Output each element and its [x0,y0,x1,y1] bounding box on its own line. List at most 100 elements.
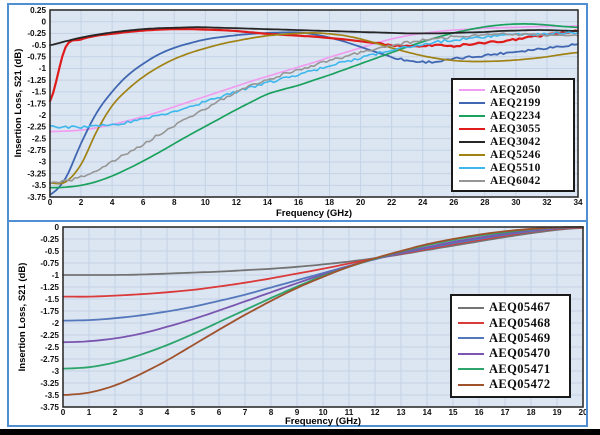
y-tick-label: -1.5 [32,88,47,97]
x-tick-label: 26 [449,198,459,207]
y-tick-label: -3.25 [27,169,46,178]
x-tick-label: 4 [165,408,170,417]
x-tick-label: 9 [295,408,300,417]
x-tick-label: 3 [139,408,144,417]
x-tick-label: 0 [61,408,66,417]
series-line-AEQ05468 [62,226,584,298]
y-tick-label: -0.75 [40,259,59,268]
y-tick-label: 0 [54,223,59,232]
top-chart-panel: 0 2 4 6 8 10 12 14 16 18 20 22 24 26 28 30 32 34 -3.75 -3.5… [9,5,586,222]
series-line-AEQ05472 [62,226,584,396]
plot-frame [62,226,584,408]
legend-entry-AEQ6042: AEQ6042 [457,174,569,187]
legend-entry-AEQ05469: AEQ05469 [456,331,565,346]
y-tick-label: -3.5 [32,181,47,190]
x-tick-label: 15 [448,408,458,417]
legend-entry-AEQ05470: AEQ05470 [456,346,565,361]
legend-swatch-AEQ6042 [459,179,485,182]
x-tick-label: 19 [552,408,562,417]
series-line-AEQ05467 [62,227,584,276]
x-tick-label: 32 [542,198,552,207]
top-chart-legend: AEQ2050 AEQ2199 AEQ2234 AEQ3055 AEQ3042 AEQ52… [451,78,575,192]
series-line-AEQ2199 [49,31,579,196]
legend-entry-AEQ05468: AEQ05468 [456,315,565,330]
x-tick-label: 16 [474,408,484,417]
legend-entry-AEQ3055: AEQ3055 [457,122,569,135]
y-tick-label: -3.75 [27,193,46,202]
x-tick-label: 1 [87,408,92,417]
bottom-chart-panel: 0 1 2 3 4 5 6 7 8 9 10 11 12 13 14 15 16 17 18 19 20 -3.75 -3.… [9,222,586,427]
x-tick-label: 30 [511,198,521,207]
y-tick-label: 0.25 [30,6,46,15]
x-tick-label: 11 [345,408,354,417]
y-tick-label: -3.5 [45,391,60,400]
legend-swatch-AEQ5246 [459,153,485,156]
legend-entry-AEQ2234: AEQ2234 [457,109,569,122]
x-tick-label: 18 [526,408,536,417]
legend-label-AEQ2234: AEQ2234 [490,109,541,122]
y-tick-label: -1.25 [27,76,46,85]
legend-label-AEQ3042: AEQ3042 [490,135,541,148]
legend-entry-AEQ05467: AEQ05467 [456,300,565,315]
series-line-AEQ6042 [49,32,579,185]
legend-label-AEQ05468: AEQ05468 [489,315,551,330]
y-tick-label: -3 [52,367,60,376]
legend-label-AEQ2050: AEQ2050 [490,83,541,96]
legend-label-AEQ3055: AEQ3055 [490,122,541,135]
x-tick-label: 13 [396,408,406,417]
x-tick-label: 22 [387,198,397,207]
y-tick-label: -1 [52,271,60,280]
y-tick-label: -2.5 [45,343,60,352]
x-tick-label: 7 [243,408,248,417]
y-tick-label: -1 [39,64,47,73]
top-y-axis-title: Insertion Loss, S21 (dB) [13,48,24,158]
legend-swatch-AEQ05468 [458,322,484,325]
y-tick-label: -1.75 [40,307,59,316]
legend-label-AEQ05471: AEQ05471 [489,361,551,376]
plot-frame [49,9,579,198]
y-tick-label: -2 [52,319,60,328]
legend-entry-AEQ2199: AEQ2199 [457,96,569,109]
legend-label-AEQ6042: AEQ6042 [490,174,541,187]
x-tick-label: 14 [422,408,432,417]
legend-swatch-AEQ3042 [459,140,485,143]
legend-label-AEQ2199: AEQ2199 [490,96,541,109]
x-tick-label: 17 [500,408,510,417]
y-tick-label: -2.25 [40,331,59,340]
legend-swatch-AEQ05471 [458,368,484,371]
legend-swatch-AEQ05470 [458,352,484,355]
x-tick-label: 2 [113,408,118,417]
series-line-AEQ3055 [48,28,580,103]
x-tick-label: 34 [573,198,583,207]
y-tick-label: -3 [39,158,47,167]
x-tick-label: 12 [370,408,380,417]
y-tick-label: -0.25 [27,29,46,38]
x-tick-label: 8 [172,198,177,207]
y-tick-label: -2.5 [32,134,47,143]
legend-swatch-AEQ3055 [459,127,485,130]
x-tick-label: 10 [201,198,211,207]
legend-swatch-AEQ2234 [459,114,485,117]
y-tick-label: -0.5 [32,41,47,50]
x-tick-label: 8 [269,408,274,417]
legend-label-AEQ5510: AEQ5510 [490,161,541,174]
legend-swatch-AEQ2199 [459,101,485,104]
x-tick-label: 24 [418,198,428,207]
legend-entry-AEQ5510: AEQ5510 [457,161,569,174]
legend-entry-AEQ5246: AEQ5246 [457,148,569,161]
y-tick-label: -1.5 [45,295,60,304]
x-tick-label: 4 [110,198,115,207]
series-line-AEQ3042 [49,26,579,46]
legend-entry-AEQ3042: AEQ3042 [457,135,569,148]
figure-frame: 0 2 4 6 8 10 12 14 16 18 20 22 24 26 28 30 32 34 -3.75 -3.5… [7,3,588,427]
x-tick-label: 16 [294,198,304,207]
bottom-black-bar [0,429,600,435]
y-tick-label: 0 [41,17,46,26]
x-tick-label: 20 [356,198,366,207]
y-tick-label: -0.75 [27,53,46,62]
legend-label-AEQ05469: AEQ05469 [489,330,551,345]
legend-entry-AEQ05471: AEQ05471 [456,362,565,377]
y-tick-label: -0.5 [45,247,60,256]
x-tick-label: 12 [232,198,242,207]
x-tick-label: 0 [48,198,53,207]
